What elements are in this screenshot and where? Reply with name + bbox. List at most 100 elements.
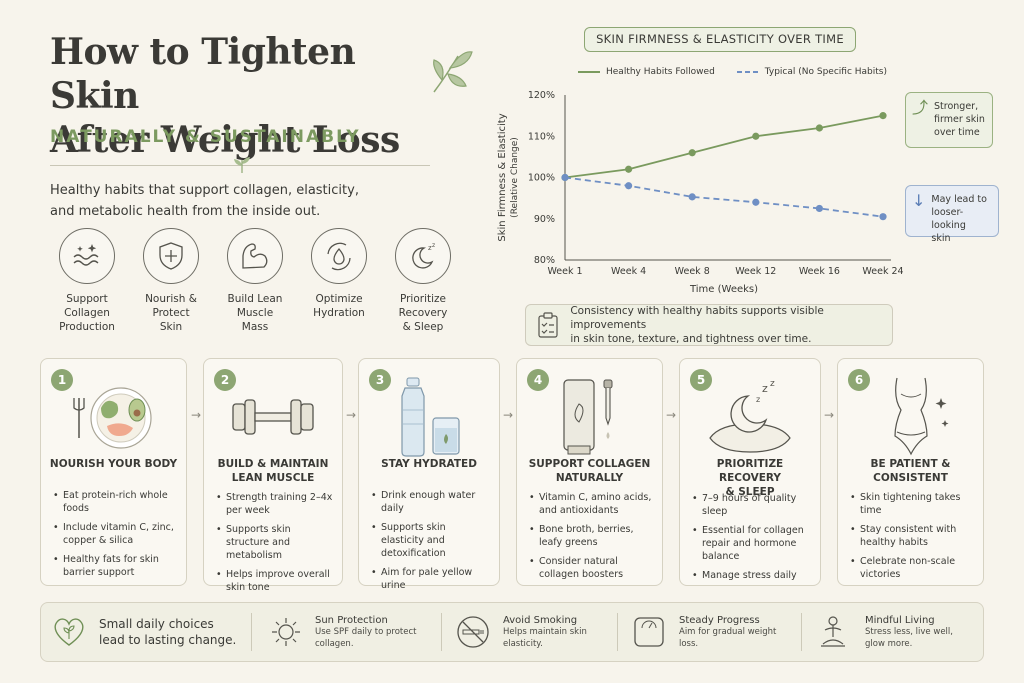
consistency-line: in skin tone, texture, and tightness ove…: [570, 333, 812, 345]
step-card-3: 3 STAY HYDRATED Drink enough water daily…: [358, 358, 500, 591]
step-bullets: Skin tightening takes time Stay consiste…: [850, 491, 975, 587]
step-card-2: 2 BUILD & MAINTAIN LEAN MUSCLE Strength t…: [203, 358, 343, 593]
tip-text: collagen.: [315, 638, 354, 649]
step-number: 4: [527, 369, 549, 391]
list-item: Healthy fats for skin barrier support: [53, 553, 178, 579]
x-tick-label: Week 24: [862, 266, 903, 277]
step-bullets: Drink enough water daily Supports skin e…: [371, 489, 491, 598]
list-item: Supports skin elasticity and detoxificat…: [371, 521, 491, 560]
svg-text:z: z: [432, 242, 435, 249]
footer-motto: Small daily choices lead to lasting chang…: [51, 603, 236, 661]
heart-leaf-icon: [54, 618, 84, 646]
tip-text: Helps maintain skin: [503, 626, 587, 637]
arrow-right-icon: →: [503, 408, 514, 422]
benefit-label: Protect: [152, 307, 190, 319]
list-item: Celebrate non-scale victories: [850, 555, 975, 581]
step-number: 3: [369, 369, 391, 391]
x-tick-label: Week 4: [611, 266, 646, 277]
step-bullets: Vitamin C, amino acids, and antioxidants…: [529, 491, 654, 587]
intro-text: Healthy habits that support collagen, el…: [50, 180, 380, 222]
water-cycle-icon: [311, 228, 367, 284]
benefit-label: Optimize: [315, 293, 363, 305]
series-2-point: [688, 193, 696, 201]
step-number: 6: [848, 369, 870, 391]
tip-text: Stress less, live well,: [865, 626, 953, 637]
benefit-hydration: Optimize Hydration: [297, 228, 381, 334]
footer-strip: Small daily choices lead to lasting chang…: [40, 602, 984, 662]
series-2-point: [561, 173, 569, 182]
strip-divider: [441, 613, 442, 651]
step-number: 5: [690, 369, 712, 391]
small-sprig-icon: [234, 157, 250, 174]
y-tick-label: 100%: [528, 173, 555, 184]
series-line-1: [564, 114, 884, 179]
step-heading: BUILD & MAINTAIN: [217, 458, 329, 470]
tip-text: loss.: [679, 638, 699, 649]
step-heading: NOURISH YOUR BODY: [49, 458, 178, 470]
series-1-point: [752, 132, 760, 140]
y-axis-sublabel: (Relative Change): [510, 137, 520, 218]
list-item: Helps improve overall skin tone: [216, 568, 334, 594]
step-heading: PRIORITIZE RECOVERY: [716, 458, 784, 484]
tip-smoking: Avoid Smoking Helps maintain skin elastici…: [455, 603, 587, 661]
list-item: Eat protein-rich whole foods: [53, 489, 178, 515]
list-item: Include vitamin C, zinc, copper & silica: [53, 521, 178, 547]
step-card-6: 6 BE PATIENT & CONSISTENT Skin tightenin…: [837, 358, 984, 586]
tip-title: Sun Protection: [315, 614, 388, 626]
list-item: 7–9 hours of quality sleep: [692, 492, 812, 518]
y-axis-label: Skin Firmness & Elasticity: [497, 113, 508, 241]
benefit-label: Build Lean: [227, 293, 283, 305]
serum-dropper-icon: [517, 373, 662, 458]
benefit-muscle: Build Lean Muscle Mass: [213, 228, 297, 334]
legend-label: Healthy Habits Followed: [606, 67, 715, 77]
svg-text:z: z: [756, 395, 760, 404]
x-tick-label: Week 12: [735, 266, 776, 277]
plate-food-icon: [41, 373, 186, 458]
series-1-point: [815, 124, 823, 132]
scale-icon: [634, 617, 664, 647]
step-bullets: Eat protein-rich whole foods Include vit…: [53, 489, 178, 585]
page-title: How to Tighten Skin After Weight Loss: [50, 30, 450, 162]
callout-line: firmer skin: [934, 114, 985, 125]
tip-sun: Sun Protection Use SPF daily to protect co…: [269, 603, 416, 661]
callout-line: May lead to: [931, 194, 987, 205]
step-heading: SUPPORT COLLAGEN: [528, 458, 651, 470]
tip-title: Steady Progress: [679, 614, 760, 626]
consistency-line: Consistency with healthy habits supports…: [570, 305, 824, 331]
step-number: 2: [214, 369, 236, 391]
benefit-icons-row: Support Collagen Production Nourish & Prote…: [45, 228, 465, 334]
y-tick-label: 80%: [534, 255, 555, 266]
step-heading: STAY HYDRATED: [381, 458, 477, 470]
strip-divider: [251, 613, 252, 651]
x-tick-label: Week 1: [547, 266, 582, 277]
benefit-label: Hydration: [313, 307, 365, 319]
series-2-point: [625, 182, 633, 190]
benefit-label: Collagen: [64, 307, 110, 319]
svg-text:z: z: [428, 244, 432, 252]
trend-up-arrow-icon: ⤴: [912, 98, 929, 117]
benefit-label: Nourish &: [145, 293, 197, 305]
list-item: Consider natural collagen boosters: [529, 555, 654, 581]
step-card-1: 1 NOURISH YOUR BODY Eat protein-rich who…: [40, 358, 187, 586]
benefit-label: Skin: [159, 321, 183, 333]
list-item: Skin tightening takes time: [850, 491, 975, 517]
list-item: Drink enough water daily: [371, 489, 491, 515]
list-item: Bone broth, berries, leafy greens: [529, 523, 654, 549]
step-number: 1: [51, 369, 73, 391]
benefit-protect: Nourish & Protect Skin: [129, 228, 213, 334]
motto-line: lead to lasting change.: [99, 633, 237, 647]
series-1-point: [879, 112, 887, 120]
arrow-right-icon: →: [346, 408, 357, 422]
motto-line: Small daily choices: [99, 617, 214, 631]
series-line-2: [564, 176, 884, 218]
chart-title: SKIN FIRMNESS & ELASTICITY OVER TIME: [584, 27, 856, 52]
step-card-5: 5 zzz PRIORITIZE RECOVERY& SLEEP 7–9 hou…: [679, 358, 821, 586]
sparkle-waves-icon: [59, 228, 115, 284]
list-item: Strength training 2–4x per week: [216, 491, 334, 517]
step-heading: LEAN MUSCLE: [231, 472, 315, 484]
list-item: Essential for collagen repair and hormon…: [692, 524, 812, 563]
strip-divider: [801, 613, 802, 651]
title-line-1: How to Tighten Skin: [50, 31, 356, 117]
benefit-label: Support: [66, 293, 108, 305]
